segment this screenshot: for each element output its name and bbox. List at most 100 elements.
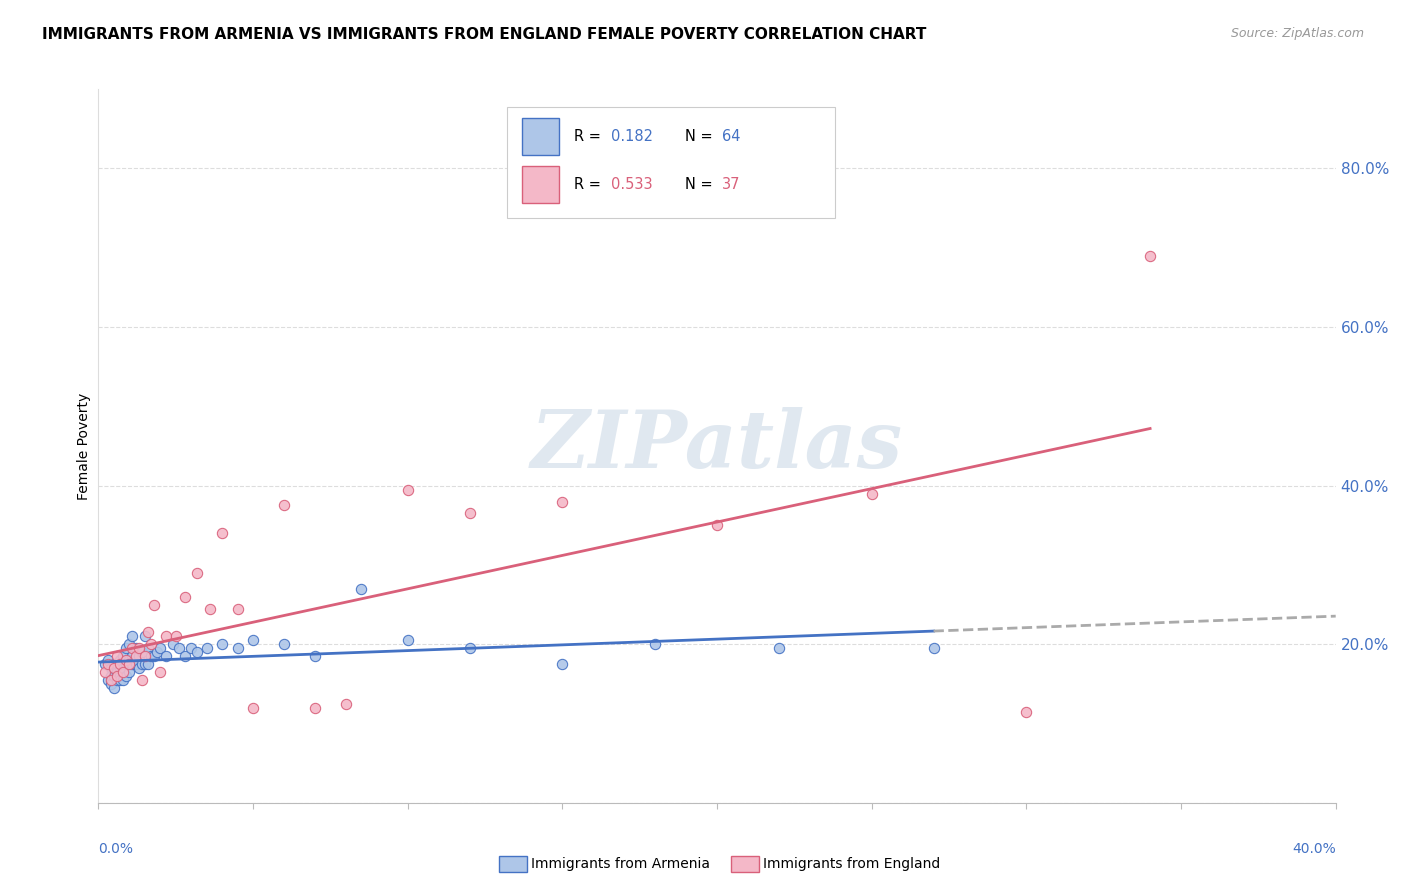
Point bbox=[304, 649, 326, 664]
Point bbox=[304, 700, 326, 714]
Point bbox=[100, 661, 122, 675]
Point bbox=[124, 657, 146, 671]
Point bbox=[350, 582, 373, 596]
Point bbox=[118, 653, 141, 667]
Point bbox=[706, 518, 728, 533]
Point bbox=[93, 657, 115, 671]
Point bbox=[273, 499, 295, 513]
Point bbox=[134, 649, 156, 664]
Text: Immigrants from England: Immigrants from England bbox=[763, 857, 941, 871]
Point bbox=[108, 661, 131, 675]
Text: N =: N = bbox=[685, 178, 717, 193]
Point bbox=[115, 653, 138, 667]
Point bbox=[103, 665, 125, 679]
Point bbox=[118, 637, 141, 651]
Point bbox=[162, 637, 184, 651]
Point bbox=[149, 665, 172, 679]
Point bbox=[335, 697, 357, 711]
Point bbox=[134, 657, 156, 671]
Point bbox=[136, 641, 159, 656]
Point bbox=[180, 641, 202, 656]
Point bbox=[922, 641, 945, 656]
Text: 0.533: 0.533 bbox=[610, 178, 652, 193]
Point bbox=[273, 637, 295, 651]
Text: ZIPatlas: ZIPatlas bbox=[531, 408, 903, 484]
Point bbox=[105, 661, 128, 675]
Point bbox=[644, 637, 666, 651]
Point bbox=[121, 629, 143, 643]
Point bbox=[115, 669, 138, 683]
Point bbox=[112, 673, 135, 687]
Point bbox=[128, 641, 150, 656]
Point bbox=[131, 645, 153, 659]
Point bbox=[143, 649, 166, 664]
Point bbox=[174, 649, 197, 664]
Text: N =: N = bbox=[685, 128, 717, 144]
Point bbox=[128, 649, 150, 664]
Point bbox=[112, 649, 135, 664]
Point bbox=[112, 665, 135, 679]
FancyBboxPatch shape bbox=[506, 107, 835, 218]
Point bbox=[93, 665, 115, 679]
Point bbox=[551, 657, 574, 671]
Point bbox=[105, 657, 128, 671]
Point bbox=[551, 494, 574, 508]
Point bbox=[108, 669, 131, 683]
Point bbox=[97, 657, 120, 671]
Text: Source: ZipAtlas.com: Source: ZipAtlas.com bbox=[1230, 27, 1364, 40]
Text: 37: 37 bbox=[723, 178, 741, 193]
Point bbox=[139, 637, 162, 651]
Point bbox=[100, 673, 122, 687]
Point bbox=[134, 629, 156, 643]
Point bbox=[128, 661, 150, 675]
Point bbox=[103, 681, 125, 695]
Point bbox=[211, 526, 233, 541]
Point bbox=[174, 590, 197, 604]
Point bbox=[121, 649, 143, 664]
Point bbox=[100, 669, 122, 683]
Point bbox=[1015, 705, 1038, 719]
Point bbox=[97, 673, 120, 687]
Point bbox=[186, 645, 208, 659]
Point bbox=[100, 677, 122, 691]
Point bbox=[115, 641, 138, 656]
Text: IMMIGRANTS FROM ARMENIA VS IMMIGRANTS FROM ENGLAND FEMALE POVERTY CORRELATION CH: IMMIGRANTS FROM ARMENIA VS IMMIGRANTS FR… bbox=[42, 27, 927, 42]
Text: 64: 64 bbox=[723, 128, 741, 144]
Point bbox=[105, 665, 128, 679]
Point bbox=[131, 673, 153, 687]
Point bbox=[121, 657, 143, 671]
Point bbox=[112, 665, 135, 679]
Text: 0.182: 0.182 bbox=[610, 128, 652, 144]
Y-axis label: Female Poverty: Female Poverty bbox=[77, 392, 91, 500]
Point bbox=[108, 653, 131, 667]
Point bbox=[136, 657, 159, 671]
Point bbox=[226, 601, 249, 615]
Text: R =: R = bbox=[574, 128, 605, 144]
Point bbox=[124, 649, 146, 664]
Point bbox=[226, 641, 249, 656]
Point bbox=[118, 665, 141, 679]
Point bbox=[118, 657, 141, 671]
Point bbox=[155, 629, 177, 643]
FancyBboxPatch shape bbox=[522, 166, 558, 203]
Point bbox=[131, 657, 153, 671]
Point bbox=[112, 661, 135, 675]
Point bbox=[103, 657, 125, 671]
Point bbox=[108, 673, 131, 687]
Point bbox=[396, 633, 419, 648]
Point bbox=[121, 641, 143, 656]
Text: 40.0%: 40.0% bbox=[1292, 842, 1336, 856]
Point bbox=[198, 601, 221, 615]
Point bbox=[97, 653, 120, 667]
Point bbox=[167, 641, 190, 656]
Point bbox=[195, 641, 218, 656]
FancyBboxPatch shape bbox=[522, 118, 558, 155]
Text: 0.0%: 0.0% bbox=[98, 842, 134, 856]
Point bbox=[149, 641, 172, 656]
Point bbox=[143, 598, 166, 612]
Point bbox=[136, 625, 159, 640]
Point bbox=[139, 649, 162, 664]
Point bbox=[146, 645, 169, 659]
Point bbox=[396, 483, 419, 497]
Point bbox=[103, 661, 125, 675]
